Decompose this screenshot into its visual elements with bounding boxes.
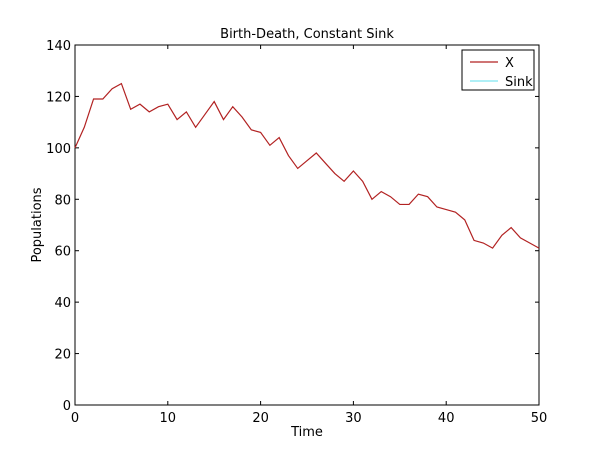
plot-frame (74, 44, 540, 406)
legend-label-sink: Sink (505, 75, 533, 90)
chart-title: Birth-Death, Constant Sink (220, 27, 394, 42)
series-line-x (74, 82, 540, 249)
x-tick-label: 0 (71, 411, 79, 426)
y-tick-label: 40 (54, 296, 71, 311)
y-tick-label: 140 (46, 39, 71, 54)
plot-area: 0 10 20 30 40 50 0 20 40 60 80 100 120 140 (46, 39, 547, 426)
x-tick-label: 30 (345, 411, 362, 426)
x-tick-label: 10 (160, 411, 177, 426)
y-tick-label: 120 (46, 90, 71, 105)
y-tick-label: 100 (46, 142, 71, 157)
y-tick-label: 80 (54, 193, 71, 208)
legend-label-x: X (505, 56, 514, 71)
legend: X Sink (461, 49, 535, 91)
x-tick-label: 20 (252, 411, 269, 426)
y-tick-label: 20 (54, 348, 71, 363)
x-tick-label: 40 (438, 411, 455, 426)
legend-box (461, 49, 535, 91)
x-axis-label: Time (290, 425, 323, 440)
x-tick-label: 50 (531, 411, 548, 426)
y-tick-label: 60 (54, 245, 71, 260)
y-tick-label: 0 (63, 399, 71, 414)
y-axis-label: Populations (30, 187, 45, 262)
